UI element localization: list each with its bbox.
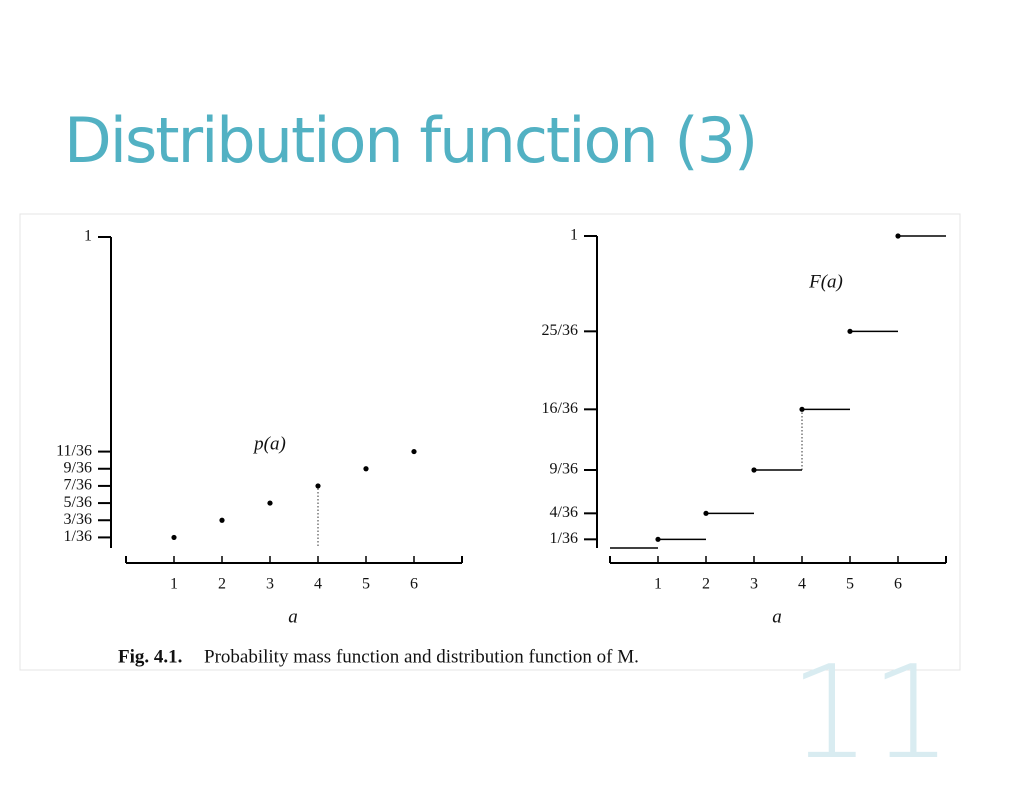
point [171, 534, 177, 541]
x-tick-label: 3 [266, 576, 274, 593]
y-tick-label: 1 [570, 227, 578, 244]
step-point [895, 233, 901, 239]
y-tick-label: 1/36 [64, 528, 92, 545]
page-number: 11 [789, 639, 952, 788]
x-tick-label: 1 [170, 576, 178, 593]
x-axis-label: a [772, 606, 782, 627]
step-point [799, 406, 805, 412]
x-tick-label: 4 [314, 576, 322, 593]
x-tick-label: 2 [218, 576, 226, 593]
x-tick-label: 5 [362, 576, 370, 593]
y-tick-label: 7/36 [64, 477, 92, 494]
y-tick-label: 16/36 [542, 400, 578, 417]
y-tick-label: 9/36 [550, 461, 578, 478]
point [219, 517, 225, 523]
y-tick-label: 1 [84, 228, 92, 245]
slide: Distribution function (3) Fig. 4.1. Prob… [19, 104, 961, 778]
y-tick-label: 25/36 [542, 322, 578, 339]
step-point [847, 328, 853, 334]
point [363, 466, 369, 472]
step-point [751, 467, 757, 473]
point [411, 448, 417, 455]
x-tick-label: 4 [798, 576, 806, 593]
caption-text: Probability mass function and distributi… [204, 646, 639, 667]
step-point [655, 536, 661, 542]
caption-label: Fig. 4.1. [118, 646, 182, 667]
x-tick-label: 5 [846, 576, 854, 593]
y-tick-label: 3/36 [64, 511, 92, 528]
annotation: F(a) [808, 271, 843, 292]
x-tick-label: 3 [750, 576, 758, 593]
step-point [703, 510, 709, 516]
x-tick-label: 6 [894, 576, 902, 593]
x-tick-label: 1 [654, 576, 662, 593]
y-tick-label: 11/36 [56, 442, 92, 459]
y-tick-label: 4/36 [550, 504, 578, 521]
slide-title: Distribution function (3) [64, 104, 758, 177]
y-tick-label: 1/36 [550, 530, 578, 547]
point [315, 483, 321, 489]
y-tick-label: 5/36 [64, 494, 92, 511]
figure: Fig. 4.1. Probability mass function and … [19, 213, 961, 671]
annotation: p(a) [252, 433, 286, 454]
x-axis-label: a [288, 606, 298, 627]
x-tick-label: 2 [702, 576, 710, 593]
point [267, 500, 273, 506]
x-tick-label: 6 [410, 576, 418, 593]
figure-frame [19, 213, 961, 671]
y-tick-label: 9/36 [64, 459, 92, 476]
